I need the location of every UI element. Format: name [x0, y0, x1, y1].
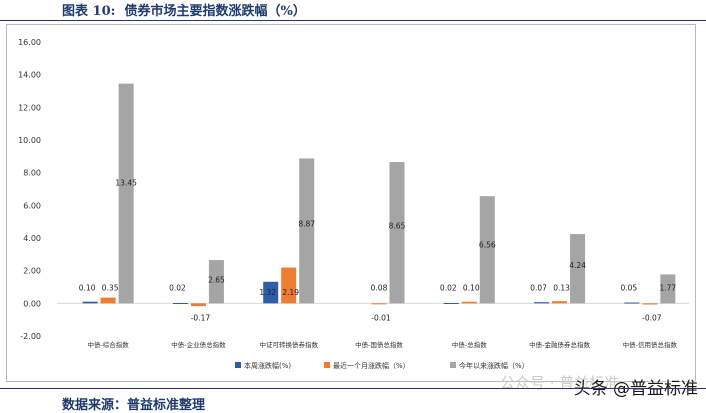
y-tick-label: 0.00: [23, 299, 41, 308]
bar-weekly: [172, 303, 188, 305]
data-label: -0.01: [371, 313, 391, 322]
x-category-label: 中证可转换债券指数: [259, 340, 318, 349]
data-label: -0.07: [642, 313, 662, 322]
bar-monthly: [100, 297, 116, 304]
data-label: 0.07: [530, 283, 547, 292]
bar-chart: 16.00 14.00 12.00 10.00 8.00 6.00 4.00 2.00 0.00…: [18, 38, 689, 370]
y-tick-label: 12.00: [18, 103, 41, 112]
data-label: 1.77: [660, 283, 677, 292]
data-label: 0.10: [463, 283, 480, 292]
y-tick-label: 6.00: [23, 201, 41, 210]
bar-weekly: [263, 281, 279, 304]
footer-divider: [0, 388, 706, 389]
x-category-label: 中债-企业债总指数: [171, 340, 226, 349]
data-label: 2.19: [282, 288, 299, 297]
bar-weekly: [624, 302, 640, 304]
data-source: 数据来源：普益标准整理: [62, 398, 206, 413]
figure-title: 图表 10: 债券市场主要指数涨跌幅（%）: [62, 4, 306, 19]
data-label: 0.35: [102, 283, 119, 292]
watermark: 头条 @普益标准: [573, 379, 698, 399]
data-label: 0.02: [440, 283, 457, 292]
x-category-label: 中债-金融债券总指数: [529, 340, 590, 349]
data-label: -0.17: [191, 313, 211, 322]
chart-frame: 16.00 14.00 12.00 10.00 8.00 6.00 4.00 2.00 0.00…: [6, 24, 696, 382]
data-label: 0.05: [621, 283, 638, 292]
data-label: 8.87: [298, 220, 315, 229]
data-label: 13.45: [115, 179, 137, 188]
data-label: 2.65: [208, 276, 225, 285]
legend-label: 今年以来涨跌幅（%）: [459, 361, 529, 370]
bar-ytd: [570, 234, 586, 304]
data-label: 1.32: [259, 288, 276, 297]
x-category-label: 中债-综合指数: [87, 340, 129, 349]
bar-ytd: [118, 83, 134, 304]
bar-monthly: [371, 303, 387, 305]
bar-monthly: [642, 303, 658, 305]
bar-monthly: [552, 301, 568, 304]
bar-ytd: [208, 260, 224, 304]
legend-swatch: [235, 362, 241, 368]
y-tick-label: 2.00: [23, 267, 41, 276]
legend-swatch: [450, 362, 456, 368]
legend-label: 本周涨跌幅(%): [244, 361, 291, 370]
x-category-label: 中债-国债总指数: [355, 340, 403, 349]
bar-weekly: [534, 302, 550, 304]
y-tick-label: 8.00: [23, 169, 41, 178]
figure-header: 图表 10: 债券市场主要指数涨跌幅（%）: [0, 0, 706, 21]
bar-ytd: [389, 162, 405, 304]
data-label: 6.56: [479, 240, 496, 249]
legend-label: 最近一个月涨跌幅（%）: [333, 361, 410, 370]
bar-ytd: [660, 274, 676, 304]
bar-ytd: [299, 158, 315, 304]
bar-ytd: [479, 196, 495, 304]
data-label: 0.10: [79, 283, 96, 292]
bar-monthly: [281, 267, 297, 304]
y-tick-label: -2.00: [20, 332, 41, 341]
y-tick-label: 10.00: [18, 136, 41, 145]
bar-weekly: [82, 301, 98, 304]
bar-weekly: [443, 303, 459, 305]
data-label-extra: 0.08: [371, 283, 388, 292]
legend-swatch: [324, 362, 330, 368]
x-category-label: 中债-信用债总指数: [623, 340, 678, 349]
bar-monthly: [190, 303, 206, 307]
x-category-label: 中债-总指数: [452, 340, 487, 349]
y-tick-label: 16.00: [18, 38, 41, 47]
data-label: 4.24: [569, 261, 586, 270]
watermark-faint: 公众号 · 普益标准: [500, 374, 620, 392]
y-tick-label: 14.00: [18, 71, 41, 80]
data-label: 8.65: [389, 222, 406, 231]
bar-monthly: [461, 301, 477, 304]
data-label: 0.13: [553, 283, 570, 292]
data-label: 0.02: [169, 283, 186, 292]
y-tick-label: 4.00: [23, 234, 41, 243]
